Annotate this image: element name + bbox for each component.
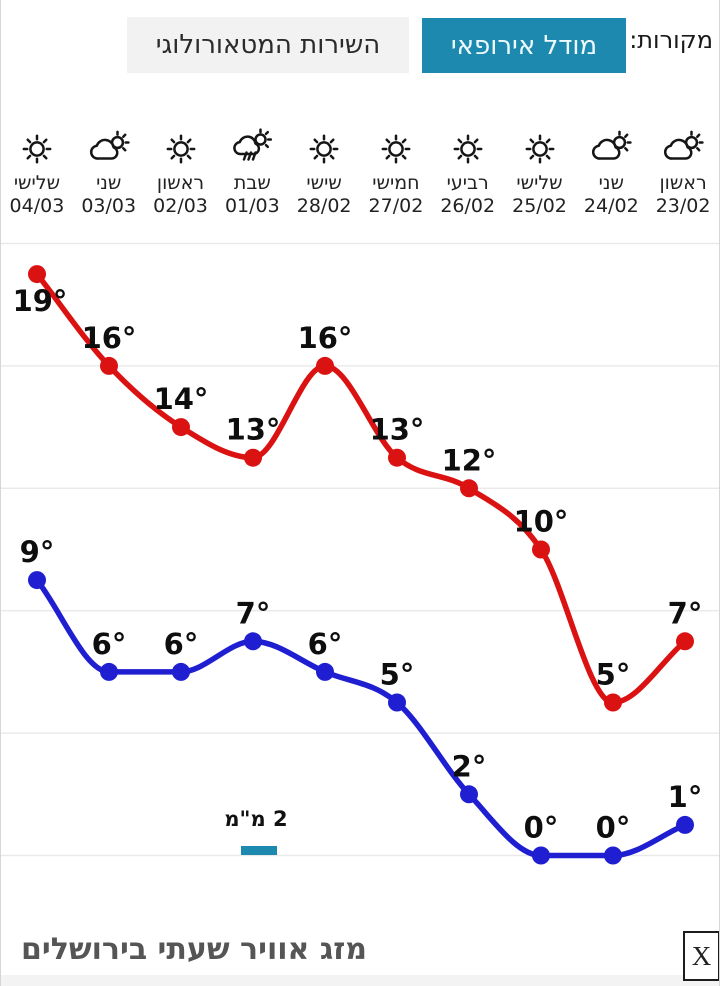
day-date-label: 04/03 <box>9 195 65 217</box>
low-temp-label: 7° <box>236 596 271 630</box>
low-temp-point <box>100 662 118 681</box>
day-name-label: שישי <box>306 172 342 194</box>
high-temp-label: 5° <box>596 658 631 692</box>
day-date-label: 26/02 <box>440 195 496 217</box>
high-temp-point <box>532 540 550 559</box>
high-temp-label: 10° <box>514 505 569 539</box>
day-column: ראשון 02/03 <box>145 126 217 218</box>
day-column: ראשון 23/02 <box>647 126 719 218</box>
sun-icon <box>360 126 432 172</box>
low-temp-point <box>316 662 334 681</box>
high-temp-point <box>604 693 622 712</box>
low-temp-point <box>172 662 190 681</box>
day-name-label: שלישי <box>13 172 61 194</box>
day-name-label: שלישי <box>516 172 563 194</box>
cloud-sun-icon <box>647 126 719 172</box>
day-name-label: שני <box>598 172 624 194</box>
high-temp-point <box>172 418 190 437</box>
high-temp-point <box>28 265 46 284</box>
precipitation-label: 2 מ"מ <box>224 807 288 831</box>
day-date-label: 23/02 <box>655 195 711 217</box>
day-column: שישי 28/02 <box>288 126 360 218</box>
day-column: שני 24/02 <box>575 126 647 218</box>
day-name-label: ראשון <box>659 172 707 194</box>
tab-european-model[interactable]: מודל אירופאי <box>422 18 626 73</box>
day-column: שני 03/03 <box>73 126 145 218</box>
day-name-label: שבת <box>233 172 271 194</box>
high-temp-label: 13° <box>370 413 425 447</box>
high-temp-point <box>316 356 334 375</box>
high-temp-line <box>34 271 688 706</box>
day-date-label: 03/03 <box>81 195 137 217</box>
low-temp-point <box>532 846 550 865</box>
low-temp-label: 0° <box>524 811 559 845</box>
days-row: ראשון 23/02 שני 24/02 שלישי 25/02 רביעי 26/02 חמ… <box>1 126 719 218</box>
day-name-label: חמישי <box>372 172 420 194</box>
low-temp-point <box>676 815 694 834</box>
low-temp-label: 6° <box>164 627 199 661</box>
low-temp-label: 0° <box>596 811 631 845</box>
day-name-label: רביעי <box>446 172 489 194</box>
high-temp-label: 14° <box>154 382 209 416</box>
close-button[interactable]: X <box>683 931 719 981</box>
cloud-sun-icon <box>575 126 647 172</box>
precipitation-bar <box>241 846 277 855</box>
low-temp-point <box>388 693 406 712</box>
high-temp-point <box>244 448 262 467</box>
day-column: רביעי 26/02 <box>432 126 504 218</box>
sources-label: מקורות: <box>629 26 713 54</box>
day-date-label: 24/02 <box>583 195 639 217</box>
day-name-label: שני <box>96 172 122 194</box>
sun-icon <box>288 126 360 172</box>
day-date-label: 25/02 <box>512 195 567 217</box>
day-column: שבת 01/03 <box>216 126 288 218</box>
low-temp-point <box>28 571 46 590</box>
cloud-sun-rain-icon <box>216 126 288 172</box>
high-temp-label: 7° <box>668 596 703 630</box>
sun-icon <box>1 126 73 172</box>
day-column: שלישי 25/02 <box>504 126 576 218</box>
high-temp-point <box>676 632 694 651</box>
day-date-label: 01/03 <box>224 195 280 217</box>
chart-title: מזג אוויר שעתי בירושלים <box>21 932 367 967</box>
low-temp-point <box>460 785 478 804</box>
day-column: שלישי 04/03 <box>1 126 73 218</box>
high-temp-label: 13° <box>226 413 281 447</box>
low-temp-label: 1° <box>668 780 703 814</box>
bottom-strip <box>1 975 719 986</box>
low-temp-label: 6° <box>308 627 343 661</box>
cloud-sun-icon <box>73 126 145 172</box>
day-name-label: ראשון <box>156 172 205 194</box>
high-temp-label: 16° <box>298 321 353 355</box>
day-date-label: 02/03 <box>153 195 208 217</box>
high-temp-label: 12° <box>442 443 497 477</box>
low-temp-label: 6° <box>92 627 127 661</box>
day-column: חמישי 27/02 <box>360 126 432 218</box>
low-temp-label: 9° <box>20 535 55 569</box>
day-date-label: 27/02 <box>368 195 424 217</box>
tab-meteorological-service[interactable]: השירות המטאורולוגי <box>127 17 409 73</box>
low-temp-point <box>604 846 622 865</box>
high-temp-label: 19° <box>13 284 68 318</box>
high-temp-label: 16° <box>82 321 137 355</box>
low-temp-point <box>244 632 262 651</box>
day-date-label: 28/02 <box>296 195 352 217</box>
high-temp-point <box>388 448 406 467</box>
low-temp-label: 2° <box>452 749 487 783</box>
low-temp-label: 5° <box>380 658 415 692</box>
sun-icon <box>504 126 576 172</box>
high-temp-point <box>100 356 118 375</box>
high-temp-point <box>460 479 478 498</box>
sun-icon <box>432 126 504 172</box>
sun-icon <box>145 126 217 172</box>
low-temp-line <box>34 577 688 859</box>
